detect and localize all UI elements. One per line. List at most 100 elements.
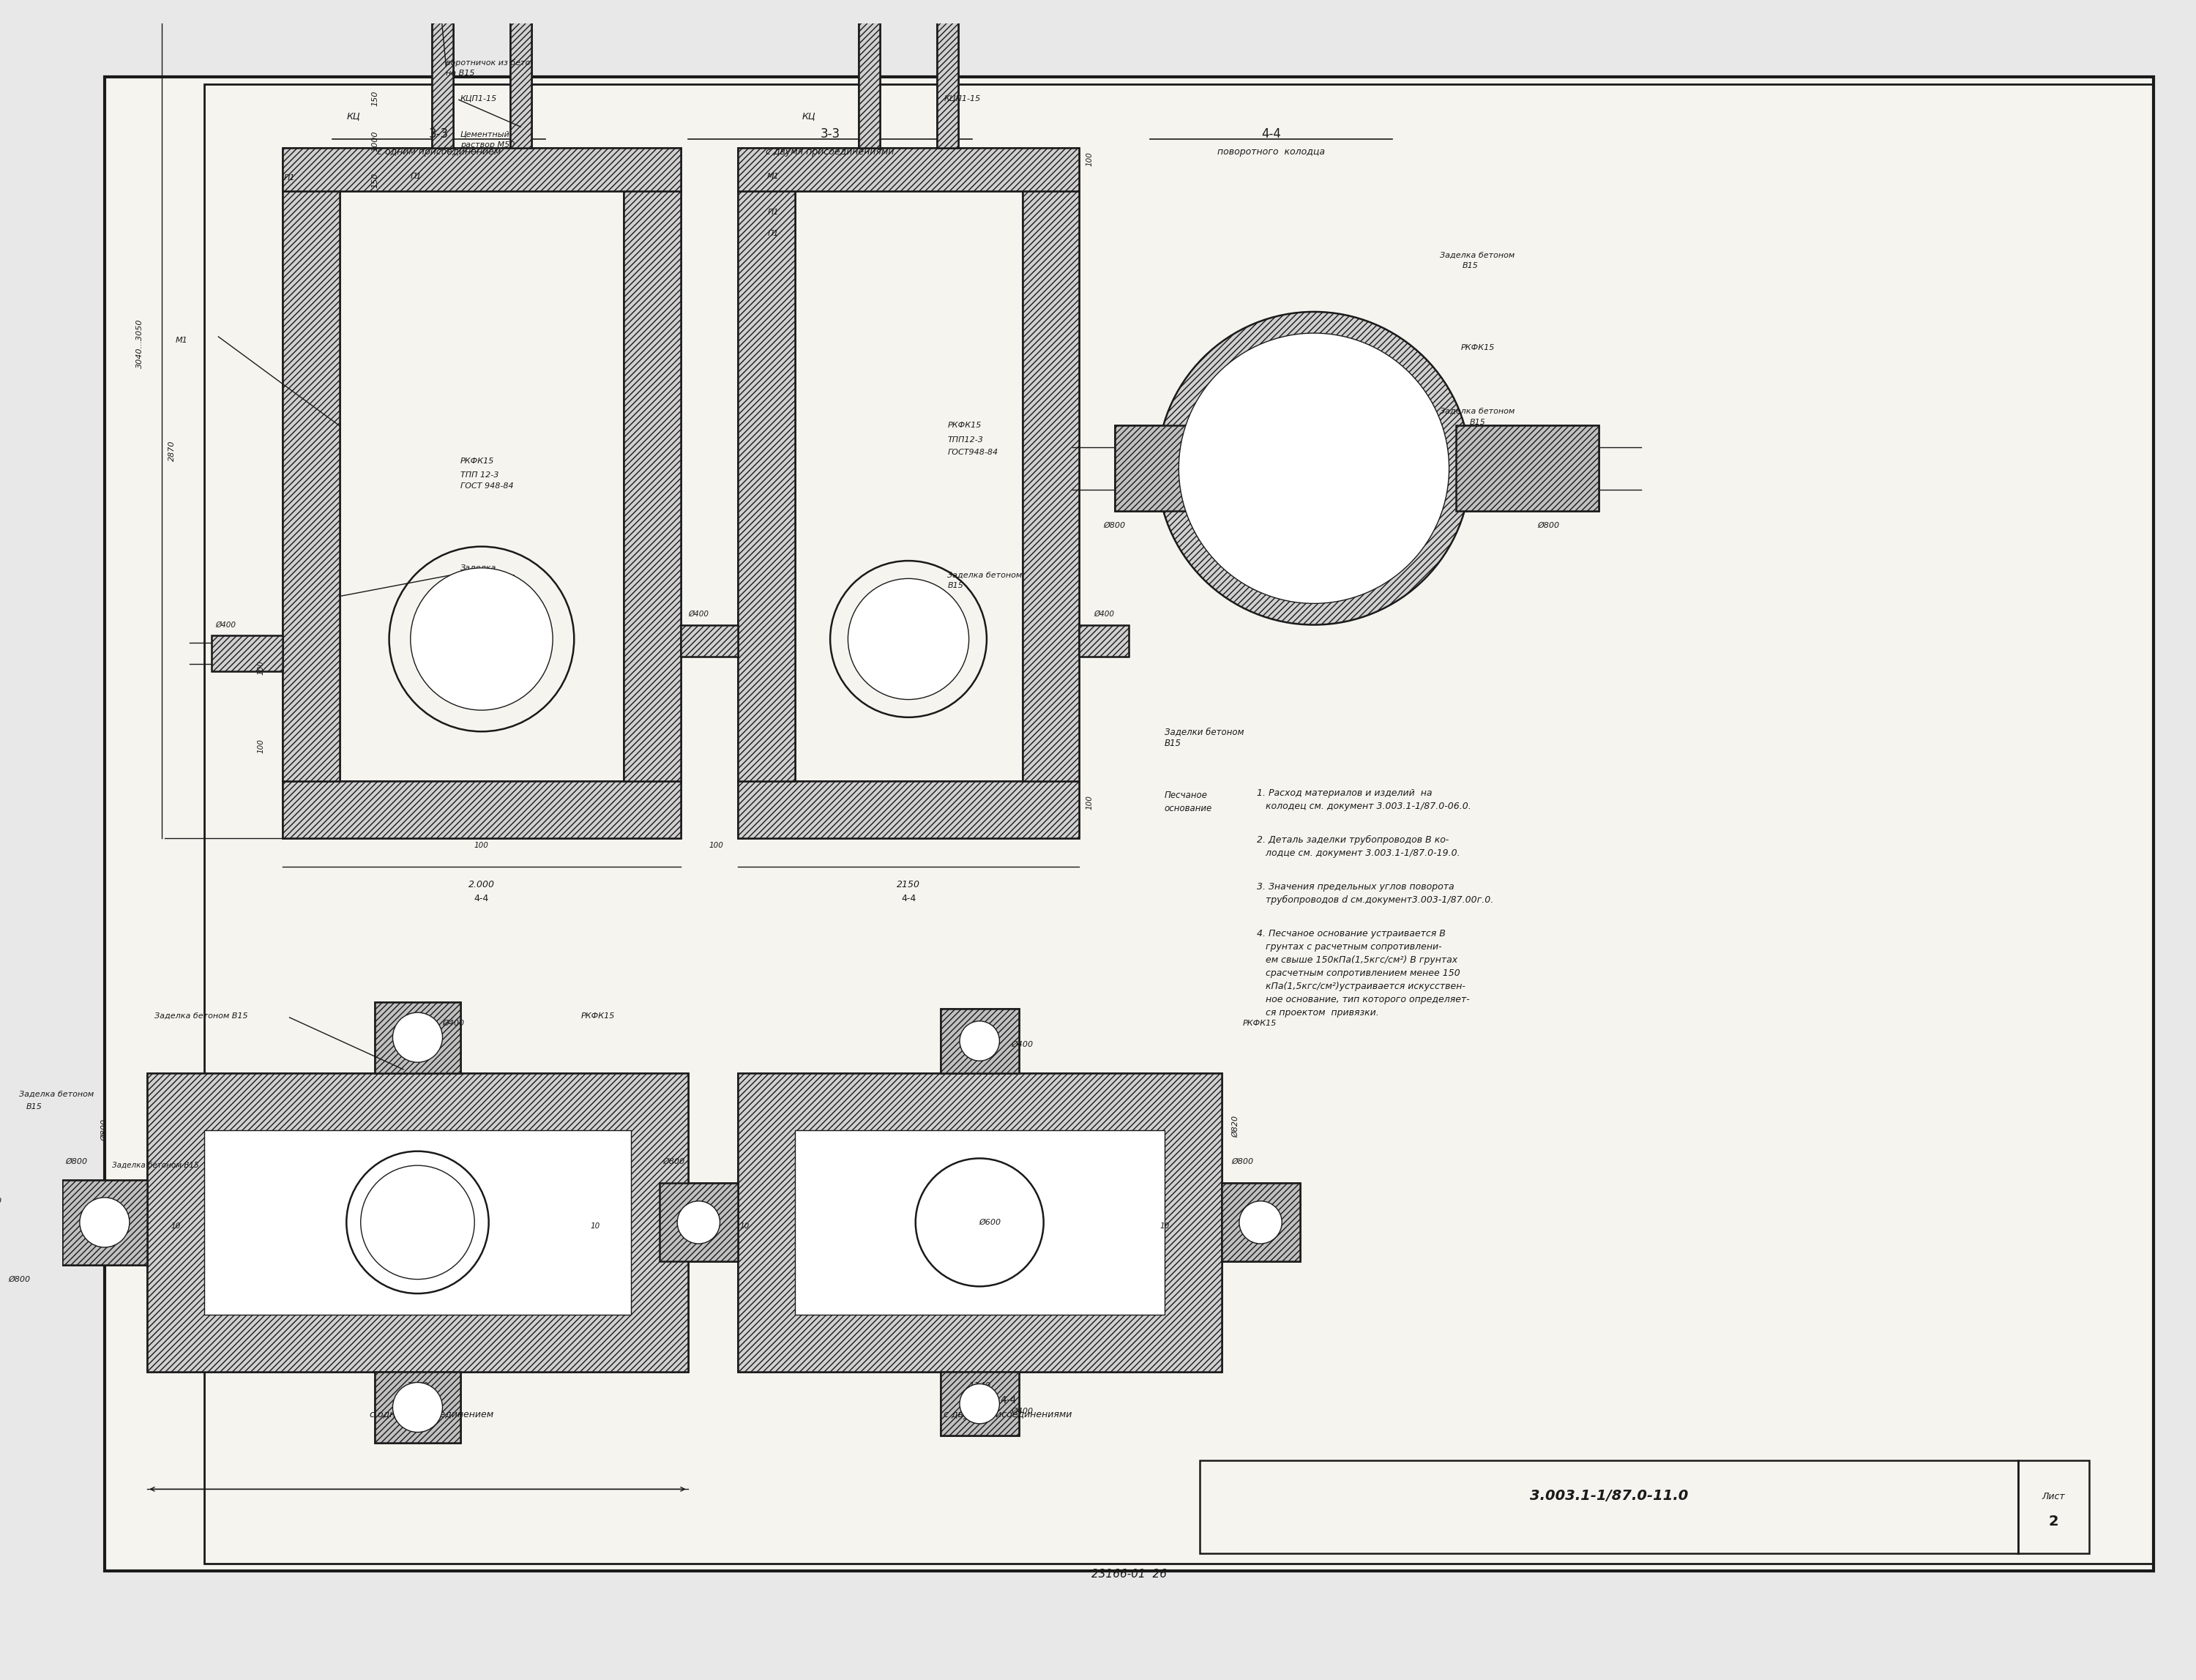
Text: Ø400: Ø400 xyxy=(687,610,709,618)
Bar xyxy=(859,7,881,148)
Circle shape xyxy=(916,1158,1043,1287)
Bar xyxy=(433,7,452,148)
Text: 100: 100 xyxy=(257,739,266,753)
Bar xyxy=(204,1131,630,1315)
Text: Ø800: Ø800 xyxy=(663,1158,685,1166)
Text: 10: 10 xyxy=(740,1223,749,1230)
Text: с двумя присоединениями: с двумя присоединениями xyxy=(944,1410,1072,1420)
Text: ГОСТ 948-84: ГОСТ 948-84 xyxy=(461,482,514,491)
Bar xyxy=(938,7,957,148)
Bar xyxy=(509,7,531,148)
Bar xyxy=(1456,425,1599,511)
Text: поворотного  колодца: поворотного колодца xyxy=(1217,146,1324,156)
Text: П1: П1 xyxy=(411,173,422,180)
Circle shape xyxy=(393,1383,441,1433)
Text: Ø400: Ø400 xyxy=(1010,1042,1034,1048)
Bar xyxy=(376,1373,461,1443)
Text: 1000: 1000 xyxy=(371,131,378,151)
Text: Ø400: Ø400 xyxy=(441,1020,463,1026)
Text: 2. Деталь заделки трубопроводов В ко-
   лодце см. документ 3.003.1-1/87.0-19.0.: 2. Деталь заделки трубопроводов В ко- ло… xyxy=(1256,835,1460,858)
Bar xyxy=(283,781,681,838)
Circle shape xyxy=(1157,312,1471,625)
Text: Ø800: Ø800 xyxy=(1537,521,1559,529)
Bar xyxy=(837,0,979,7)
Circle shape xyxy=(1239,1201,1282,1243)
Bar xyxy=(738,148,1078,192)
Bar xyxy=(738,192,795,781)
Text: 1. Расход материалов и изделий  на
   колодец см. документ 3.003.1-1/87.0-06.0.: 1. Расход материалов и изделий на колоде… xyxy=(1256,788,1471,811)
Text: РКФК15: РКФК15 xyxy=(946,422,982,430)
Bar xyxy=(738,192,795,781)
Bar xyxy=(411,0,553,7)
Text: П1: П1 xyxy=(769,230,780,237)
Text: В15: В15 xyxy=(1469,418,1484,425)
Text: ТПП12-3: ТПП12-3 xyxy=(946,437,984,444)
Text: Заделка бетоном: Заделка бетоном xyxy=(1441,408,1515,415)
Circle shape xyxy=(411,568,553,711)
Bar xyxy=(1116,425,1313,511)
Bar xyxy=(211,635,283,670)
Text: Ø800: Ø800 xyxy=(66,1158,88,1166)
Text: Ø800: Ø800 xyxy=(481,635,503,643)
Text: ТПП 12-3: ТПП 12-3 xyxy=(461,472,498,479)
Bar xyxy=(1456,425,1599,511)
Text: 4-4: 4-4 xyxy=(1261,128,1280,141)
Text: РКФК15: РКФК15 xyxy=(1243,1020,1276,1026)
Bar xyxy=(433,7,452,148)
Text: Ø820: Ø820 xyxy=(1232,1116,1239,1137)
Text: 1140: 1140 xyxy=(968,1381,990,1391)
Text: В15: В15 xyxy=(1164,739,1181,748)
Bar xyxy=(61,1179,147,1265)
Text: 100: 100 xyxy=(257,660,266,675)
Bar xyxy=(147,1074,687,1373)
Bar xyxy=(283,148,681,192)
Bar xyxy=(681,625,738,657)
Text: основание: основание xyxy=(1164,803,1212,813)
Text: на В15: на В15 xyxy=(446,71,474,77)
Text: Заделка бетоном В15: Заделка бетоном В15 xyxy=(154,1013,248,1020)
Text: П1: П1 xyxy=(769,208,780,215)
Text: 4-4: 4-4 xyxy=(424,1394,439,1406)
Text: Цементный: Цементный xyxy=(461,131,509,138)
Text: КЦП1-15: КЦП1-15 xyxy=(944,94,982,102)
Text: Песчаное: Песчаное xyxy=(1164,791,1208,800)
Bar xyxy=(940,1373,1019,1436)
Bar xyxy=(211,635,283,670)
Text: 3040...3050: 3040...3050 xyxy=(136,319,143,368)
Bar xyxy=(795,1131,1164,1315)
Circle shape xyxy=(347,1151,490,1294)
Text: Заделка бетоном: Заделка бетоном xyxy=(20,1090,94,1099)
Text: Ø400: Ø400 xyxy=(1094,610,1113,618)
Text: Заделка бетоном В15: Заделка бетоном В15 xyxy=(112,1163,198,1169)
Text: Ø600: Ø600 xyxy=(979,1218,1001,1226)
Text: РКФК15: РКФК15 xyxy=(582,1013,615,1020)
Text: воротничок из бето-: воротничок из бето- xyxy=(446,59,534,67)
Text: 4-4: 4-4 xyxy=(474,894,490,904)
Text: 100: 100 xyxy=(1087,151,1094,166)
Text: 10: 10 xyxy=(171,1223,180,1230)
Bar xyxy=(1078,625,1129,657)
Text: 3. Значения предельных углов поворота
   трубопроводов d см.документ3.003-1/87.0: 3. Значения предельных углов поворота тр… xyxy=(1256,882,1493,906)
Bar xyxy=(659,1183,738,1262)
Text: Заделка бетоном: Заделка бетоном xyxy=(946,571,1023,578)
Text: Ø400: Ø400 xyxy=(215,622,235,628)
Bar xyxy=(738,148,1078,192)
Bar xyxy=(1221,1183,1300,1262)
Bar xyxy=(1221,1183,1300,1262)
Bar xyxy=(283,192,340,781)
Bar xyxy=(376,1001,461,1074)
Bar xyxy=(1199,1460,2018,1554)
Text: В15: В15 xyxy=(1463,262,1478,269)
Circle shape xyxy=(676,1201,720,1243)
Bar xyxy=(1116,425,1313,511)
Bar xyxy=(681,625,738,657)
Circle shape xyxy=(960,1384,999,1423)
Text: Ø600: Ø600 xyxy=(909,635,931,643)
Text: 100: 100 xyxy=(474,842,490,848)
Bar xyxy=(204,1131,630,1315)
Text: ГОСТ948-84: ГОСТ948-84 xyxy=(946,449,999,457)
Text: Лист: Лист xyxy=(2042,1492,2064,1500)
Bar xyxy=(738,781,1078,838)
Text: Ø400: Ø400 xyxy=(1010,1408,1034,1415)
Circle shape xyxy=(393,1013,441,1062)
